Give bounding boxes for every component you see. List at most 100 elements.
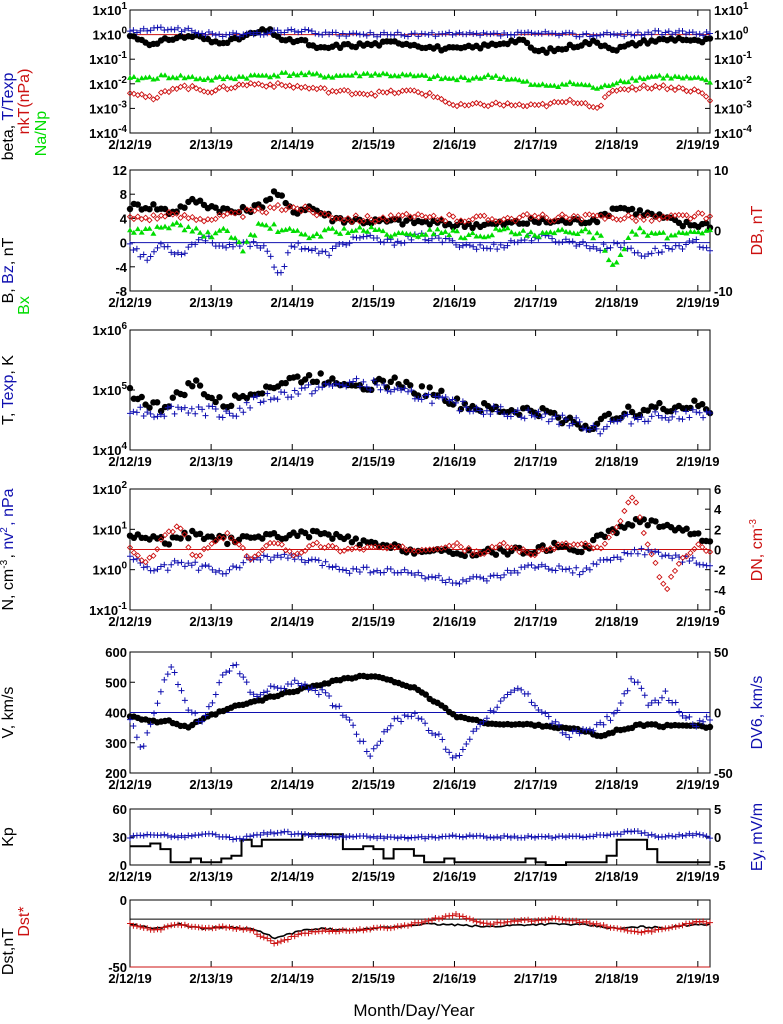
y-tick-label: 4 xyxy=(120,211,128,226)
data-point xyxy=(243,238,250,244)
data-point xyxy=(204,89,212,96)
data-point xyxy=(686,558,693,564)
data-point xyxy=(127,553,133,560)
data-point xyxy=(535,30,542,37)
data-point xyxy=(353,566,360,573)
data-point xyxy=(243,30,250,37)
data-point xyxy=(267,253,274,260)
data-point xyxy=(181,211,188,219)
data-point xyxy=(251,72,258,78)
data-point xyxy=(521,834,528,841)
data-point xyxy=(394,715,401,722)
data-point xyxy=(154,399,161,406)
data-point xyxy=(556,563,562,569)
data-point xyxy=(542,834,549,840)
data-point xyxy=(655,28,662,34)
data-point xyxy=(669,31,676,38)
data-point xyxy=(375,216,383,223)
data-point xyxy=(473,246,480,253)
data-point xyxy=(528,412,535,419)
data-point xyxy=(134,213,141,220)
data-point xyxy=(480,29,487,36)
data-point xyxy=(263,83,270,90)
data-point xyxy=(438,95,445,103)
data-point xyxy=(247,833,254,840)
data-point xyxy=(531,81,538,87)
data-point xyxy=(466,736,473,743)
data-point xyxy=(624,411,631,418)
data-point xyxy=(150,201,157,208)
data-point xyxy=(363,383,370,390)
data-point xyxy=(700,414,707,421)
data-point xyxy=(339,241,346,247)
data-point xyxy=(496,101,503,108)
data-point xyxy=(477,574,484,581)
data-point xyxy=(442,579,449,586)
series-blue xyxy=(127,230,713,276)
data-point xyxy=(193,85,200,92)
data-point xyxy=(364,212,371,220)
data-point xyxy=(126,213,134,220)
data-point xyxy=(408,570,415,577)
data-point xyxy=(672,408,679,415)
data-point xyxy=(532,565,538,571)
y2-tick-label: -10 xyxy=(714,284,733,299)
data-point xyxy=(325,542,332,550)
series-Ey xyxy=(127,828,713,843)
data-point xyxy=(504,214,511,222)
data-point xyxy=(414,392,422,399)
data-point xyxy=(695,229,702,235)
data-point xyxy=(408,921,415,928)
data-point xyxy=(414,211,422,218)
data-point xyxy=(665,245,672,252)
data-point xyxy=(562,566,569,573)
data-point xyxy=(154,546,161,553)
data-point xyxy=(185,923,192,930)
y-axis-label: T, Texp, K xyxy=(0,355,17,425)
data-point xyxy=(319,562,326,569)
data-point xyxy=(209,239,216,246)
data-point xyxy=(593,721,600,728)
data-point xyxy=(134,77,141,83)
data-point xyxy=(319,31,326,38)
data-point xyxy=(634,249,641,256)
data-point xyxy=(449,832,456,839)
data-point xyxy=(367,753,374,760)
data-point xyxy=(200,88,208,95)
data-point xyxy=(463,404,470,411)
data-point xyxy=(641,253,648,260)
data-point xyxy=(492,99,500,106)
data-point xyxy=(625,212,632,219)
data-point xyxy=(291,677,298,684)
data-point xyxy=(133,29,140,36)
data-point xyxy=(702,547,710,555)
x-tick-label: 2/19/19 xyxy=(676,971,719,986)
x-tick-label: 2/13/19 xyxy=(189,137,232,152)
data-point xyxy=(204,216,212,223)
data-point xyxy=(500,74,507,80)
data-point xyxy=(435,235,442,242)
data-point xyxy=(662,552,669,559)
data-point xyxy=(706,35,714,42)
data-point xyxy=(693,236,700,243)
data-point xyxy=(212,569,219,576)
data-point xyxy=(457,543,465,550)
data-point xyxy=(597,247,604,254)
data-point xyxy=(257,691,264,698)
data-point xyxy=(689,238,696,245)
data-point xyxy=(504,833,511,840)
data-point xyxy=(368,90,375,97)
data-point xyxy=(195,404,202,410)
data-point xyxy=(130,556,137,563)
data-point xyxy=(220,76,227,82)
data-point xyxy=(625,235,632,240)
data-point xyxy=(146,206,153,213)
data-point xyxy=(239,81,247,88)
data-point xyxy=(336,703,343,710)
data-point xyxy=(370,833,377,840)
data-point xyxy=(566,422,573,429)
right-axis-label: DB, nT xyxy=(749,205,766,255)
data-point xyxy=(652,245,659,252)
data-point xyxy=(232,76,239,82)
data-point xyxy=(278,554,284,561)
